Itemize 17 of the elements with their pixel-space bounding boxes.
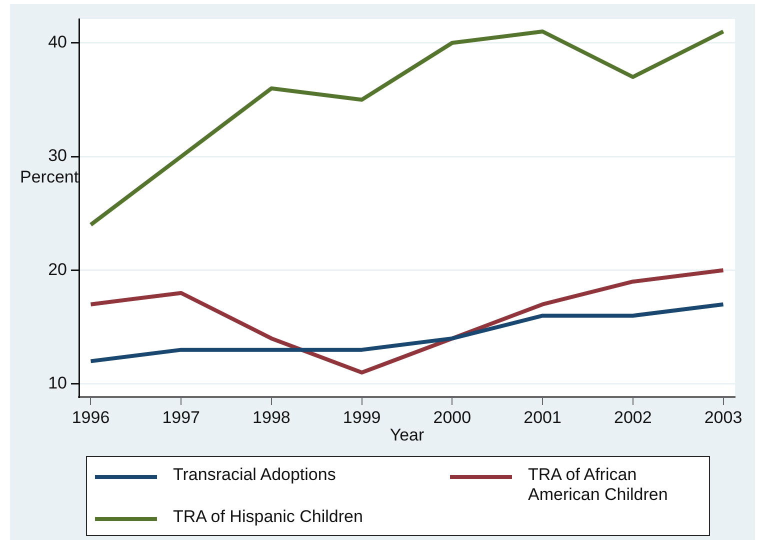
- y-tick-label: 20: [48, 260, 67, 279]
- x-tick-label: 2000: [433, 408, 472, 427]
- y-tick-label: 10: [48, 374, 67, 393]
- x-tick-label: 1999: [342, 408, 381, 427]
- y-tick-label: 40: [48, 32, 67, 52]
- legend-label: TRA of African American Children: [528, 465, 669, 505]
- x-axis-title: Year: [390, 425, 425, 444]
- y-tick-label: 30: [48, 146, 67, 166]
- x-tick-label: 1997: [162, 408, 200, 427]
- x-tick-label: 2002: [614, 408, 652, 427]
- x-tick-label: 2001: [524, 408, 562, 427]
- x-tick-label: 1998: [252, 408, 290, 427]
- legend-label: TRA of Hispanic Children: [173, 507, 363, 527]
- legend-label: Transracial Adoptions: [173, 465, 336, 485]
- y-axis-title: Percent: [20, 167, 79, 186]
- x-tick-label: 2003: [704, 408, 742, 427]
- x-tick-label: 1996: [72, 408, 110, 427]
